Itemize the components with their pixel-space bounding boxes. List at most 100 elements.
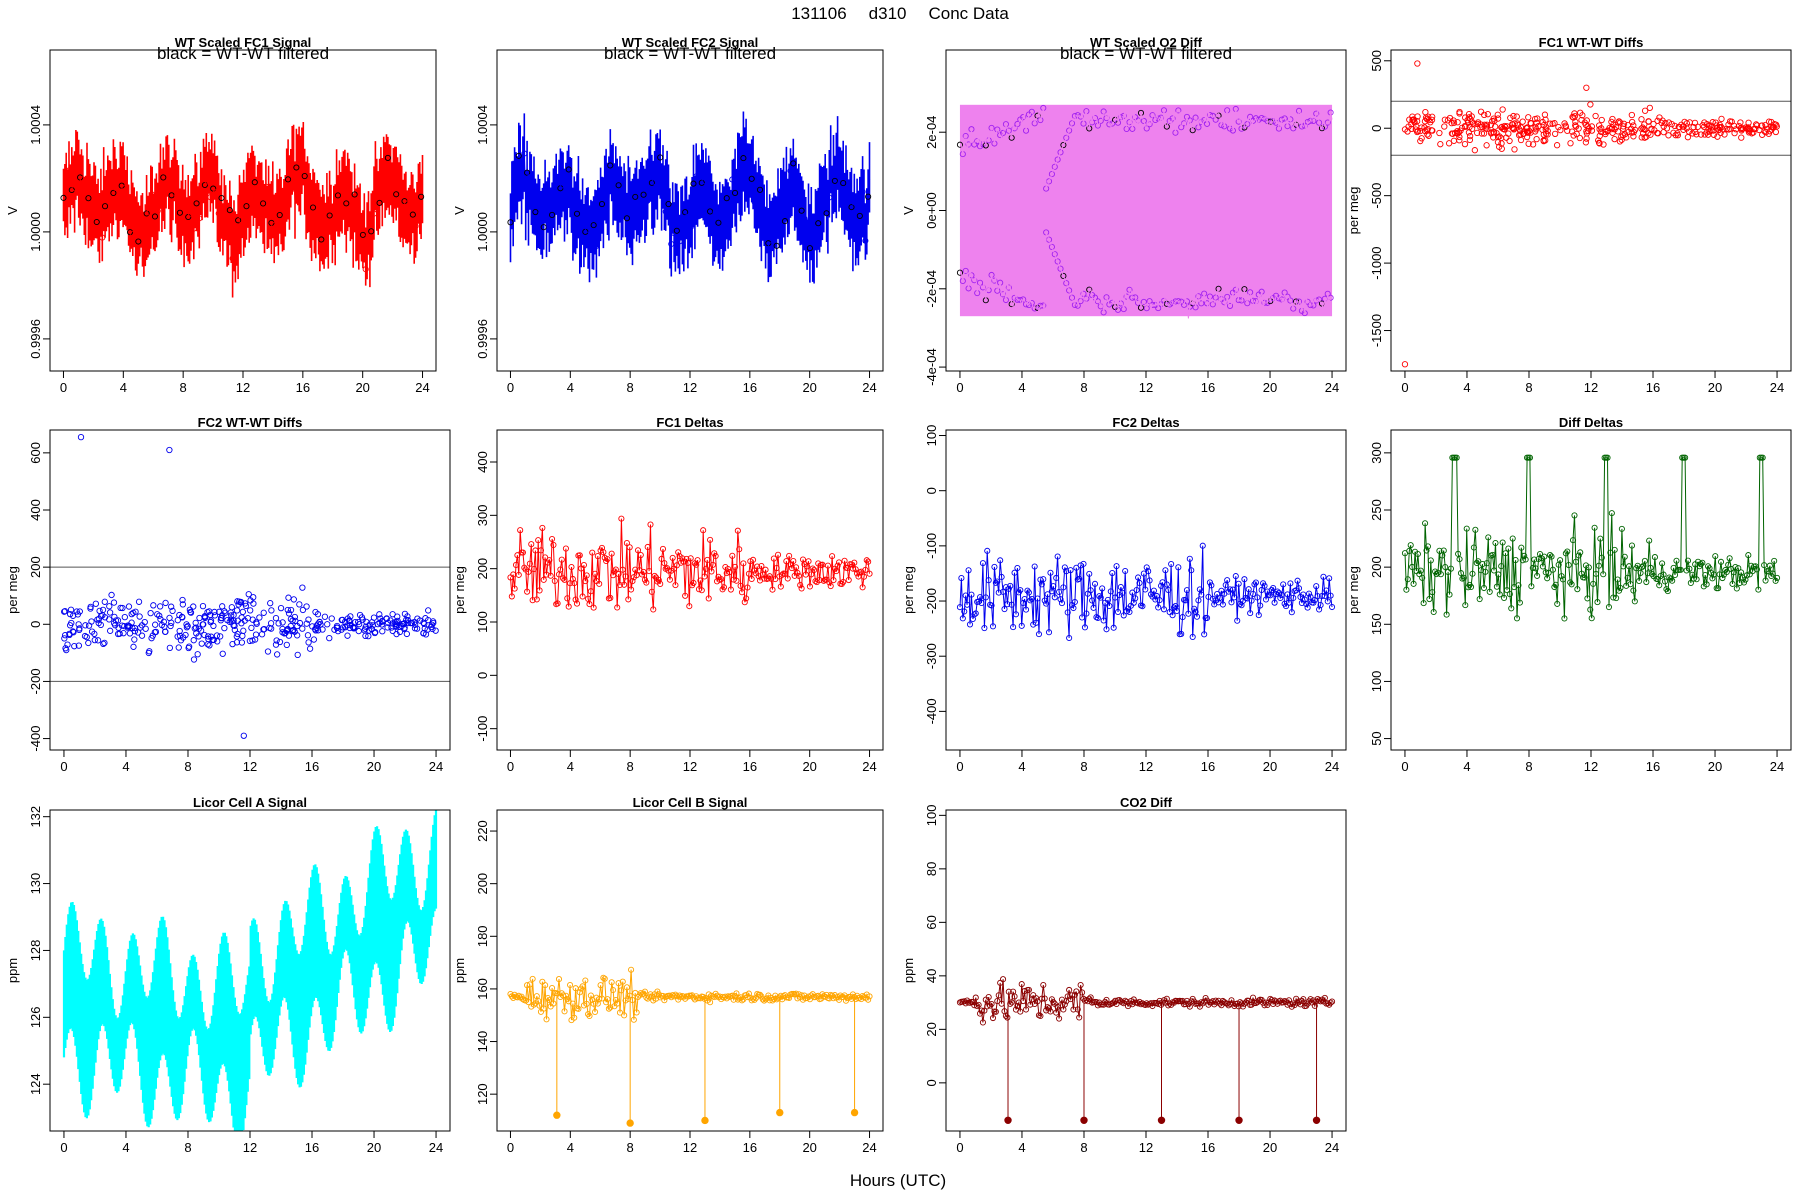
data-point [340, 177, 347, 184]
data-point [781, 218, 789, 225]
data-point [1418, 135, 1425, 142]
data-point [366, 621, 373, 628]
data-point [207, 618, 214, 626]
data-point [809, 237, 816, 244]
data-point [1540, 137, 1547, 145]
data-point [260, 200, 267, 207]
data-point [682, 209, 689, 216]
data-layer [956, 104, 1334, 319]
data-point [826, 194, 833, 201]
data-point [107, 627, 114, 634]
data-point [641, 988, 648, 995]
data-point [161, 628, 169, 635]
data-point [573, 210, 581, 217]
data-point [985, 287, 992, 294]
data-point [1028, 108, 1035, 115]
data-point [190, 656, 198, 663]
x-tick-label: 8 [1525, 759, 1532, 774]
data-point [409, 211, 416, 218]
data-point [107, 197, 114, 204]
y-tick-label: 600 [28, 442, 43, 464]
data-point [1620, 123, 1627, 130]
data-point [1551, 120, 1558, 127]
data-point [554, 206, 561, 213]
data-point [1762, 121, 1769, 129]
data-point [1060, 272, 1067, 279]
data-point [309, 204, 317, 211]
data-point [267, 600, 274, 607]
data-point [108, 591, 115, 599]
data-point [150, 602, 157, 609]
data-point [211, 612, 219, 619]
data-point [1487, 121, 1495, 128]
data-point [152, 621, 159, 628]
data-point [1540, 131, 1547, 138]
data-point [228, 612, 235, 619]
data-point [176, 209, 183, 216]
data-point [787, 167, 794, 174]
data-point [1718, 115, 1725, 123]
y-tick-label: 120 [475, 1083, 490, 1105]
data-point [1738, 134, 1745, 141]
x-tick-label: 0 [956, 1140, 963, 1155]
x-tick-label: 20 [1263, 1140, 1277, 1155]
data-point [204, 633, 212, 640]
data-point [1533, 135, 1540, 143]
data-point [738, 997, 746, 1004]
data-point [60, 194, 67, 201]
data-point [377, 615, 384, 622]
data-point [262, 183, 269, 190]
data-point [1057, 596, 1064, 603]
x-tick-label: 8 [184, 759, 191, 774]
data-point [99, 606, 107, 614]
data-point [424, 626, 431, 633]
panel-title: Diff Deltas [1559, 415, 1623, 430]
data-point [1228, 997, 1235, 1004]
x-tick-label: 4 [1018, 1140, 1025, 1155]
data-point [394, 617, 401, 625]
data-point [1091, 114, 1099, 122]
data-point [977, 279, 984, 286]
data-point [1235, 118, 1242, 125]
data-point [217, 633, 224, 640]
panel-annotation: black = WT-WT filtered [604, 44, 776, 63]
data-point [112, 617, 120, 624]
data-point [285, 594, 292, 601]
data-point [712, 209, 719, 216]
data-point [784, 209, 791, 216]
data-point [979, 284, 986, 291]
data-point [1670, 129, 1677, 136]
data-point [1450, 119, 1458, 126]
data-point [1027, 597, 1034, 604]
panels-group: WT Scaled FC1 Signal 0 4 8 12 16 20 24 0.9996 1.0… [5, 35, 1792, 1155]
data-point [96, 607, 103, 614]
data-point [235, 217, 242, 224]
data-point [198, 640, 205, 647]
data-point [1521, 552, 1528, 559]
data-point [194, 651, 201, 658]
data-point [117, 604, 124, 612]
data-point [532, 208, 539, 216]
data-point [629, 219, 636, 226]
data-point [148, 635, 155, 642]
data-point [193, 200, 200, 207]
data-point [118, 622, 126, 629]
data-point [239, 608, 247, 616]
x-tick-label: 24 [415, 380, 429, 395]
data-point [1577, 109, 1584, 116]
x-tick-label: 20 [1263, 759, 1277, 774]
data-point [1654, 130, 1662, 137]
series-line [1404, 457, 1778, 619]
data-point [851, 199, 858, 206]
data-point [179, 596, 186, 604]
data-point [579, 214, 586, 221]
data-point [282, 207, 289, 214]
data-point [1458, 124, 1466, 132]
panel-title: CO2 Diff [1120, 795, 1173, 810]
plot-frame [496, 809, 884, 1132]
data-point [328, 615, 335, 622]
data-point [1466, 132, 1474, 140]
y-tick-label: 150 [1369, 613, 1384, 635]
data-point [729, 176, 736, 183]
data-point [294, 651, 301, 659]
